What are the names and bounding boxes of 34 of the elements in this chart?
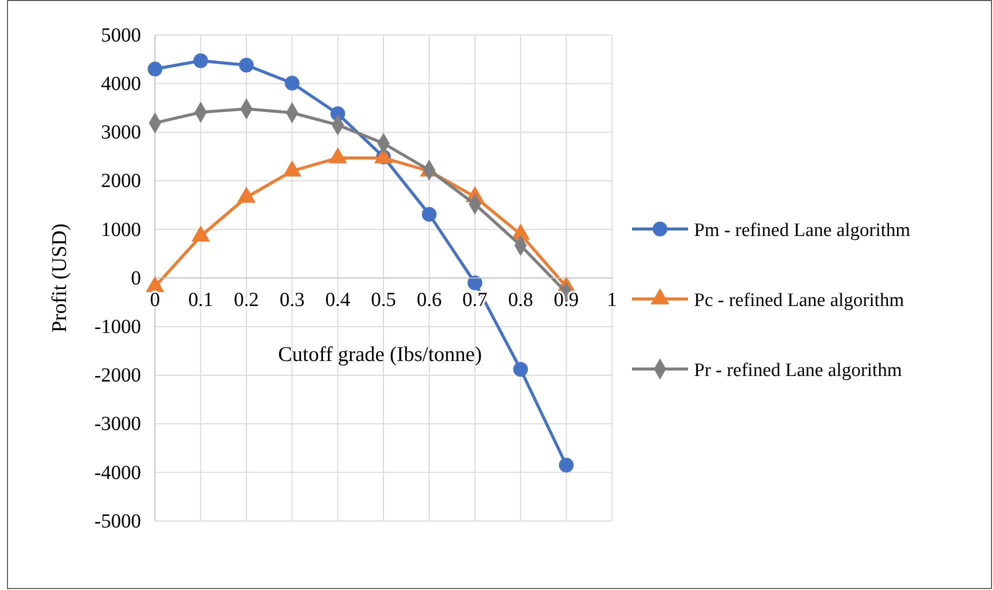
x-tick-label: 0.1 — [188, 289, 214, 312]
point — [468, 276, 482, 290]
y-tick-label: -5000 — [94, 510, 141, 532]
y-tick-label: 0 — [131, 267, 141, 290]
x-tick-label: 0.3 — [280, 289, 305, 312]
legend-label: Pr - refined Lane algorithm — [694, 360, 902, 381]
x-tick-label: 0.8 — [508, 289, 534, 312]
x-tick-label: 0.2 — [234, 289, 259, 312]
x-tick-label: 0 — [150, 289, 160, 312]
x-tick-label: 1 — [607, 289, 617, 312]
x-tick-label: 0.9 — [554, 289, 579, 312]
point — [422, 206, 437, 222]
x-tick-label: 0.5 — [371, 289, 396, 312]
y-tick-label: 5000 — [101, 24, 141, 46]
y-tick-label: 2000 — [101, 170, 141, 192]
y-tick-label: -2000 — [94, 364, 141, 387]
point — [284, 76, 300, 90]
point — [239, 58, 254, 72]
y-tick-label: 3000 — [101, 122, 141, 144]
point — [558, 458, 574, 472]
y-tick-label: -4000 — [94, 462, 141, 484]
legend-label: Pm - refined Lane algorithm — [694, 220, 911, 241]
y-tick-label: -3000 — [94, 413, 141, 436]
x-axis-title: Cutoff grade (Ibs/tonne) — [278, 342, 482, 366]
point — [193, 53, 208, 68]
y-tick-label: -1000 — [94, 316, 141, 338]
y-tick-label: 1000 — [101, 218, 141, 241]
point — [513, 362, 528, 377]
x-tick-label: 0.4 — [325, 289, 350, 312]
x-tick-label: 0.6 — [416, 289, 442, 312]
legend-label: Pc - refined Lane algorithm — [694, 290, 904, 311]
y-tick-label: 4000 — [101, 73, 141, 95]
y-axis-title: Profit (USD) — [47, 223, 71, 333]
point — [148, 62, 162, 76]
